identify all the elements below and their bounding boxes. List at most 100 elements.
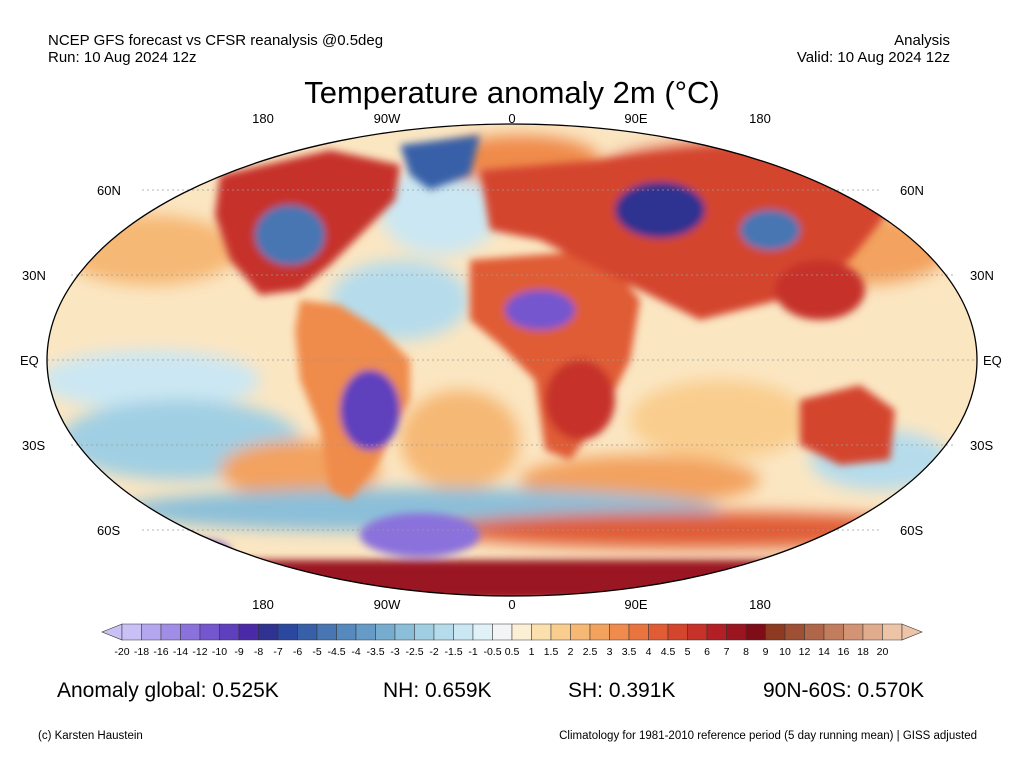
lat-label-left: EQ xyxy=(20,353,39,368)
colorbar-tick-label: 20 xyxy=(876,646,889,658)
colorbar-tick-label: -14 xyxy=(172,646,189,658)
lon-label-bottom: 180 xyxy=(252,597,274,612)
colorbar-swatch xyxy=(628,623,649,641)
africa-north xyxy=(505,290,575,330)
colorbar-tick-label: -2 xyxy=(429,646,439,658)
colorbar-swatch xyxy=(414,623,435,641)
colorbar-swatch xyxy=(648,623,669,641)
colorbar-tick-label: -4.5 xyxy=(327,646,346,658)
climatology-note: Climatology for 1981-2010 reference peri… xyxy=(559,730,977,742)
colorbar-swatch xyxy=(745,623,766,641)
colorbar-swatch xyxy=(258,623,279,641)
south-america-central xyxy=(340,370,400,450)
lat-label-right: 30N xyxy=(970,268,994,283)
colorbar-swatch xyxy=(570,623,591,641)
colorbar-swatch xyxy=(823,623,844,641)
colorbar-swatch xyxy=(784,623,805,641)
lat-label-right: EQ xyxy=(983,353,1002,368)
colorbar-swatch xyxy=(219,623,240,641)
lon-label-top: 180 xyxy=(252,111,274,126)
colorbar-tick-label: 1 xyxy=(528,646,535,658)
colorbar-tick-label: 10 xyxy=(779,646,791,658)
colorbar-tick-label: 0.5 xyxy=(504,646,520,658)
colorbar-swatch xyxy=(336,623,357,641)
colorbar-tick-label: -3.5 xyxy=(366,646,385,658)
colorbar-tick-label: -6 xyxy=(292,646,303,658)
colorbar-tick-label: 3.5 xyxy=(621,646,637,658)
colorbar-swatch xyxy=(180,623,201,641)
colorbar-tick-label: 5 xyxy=(684,646,691,658)
lat-label-right: 60N xyxy=(900,183,924,198)
colorbar-swatch xyxy=(687,623,708,641)
credit: (c) Karsten Haustein xyxy=(38,730,143,742)
colorbar-swatch xyxy=(667,623,688,641)
anomaly-arctic: 90N-60S: 0.570K xyxy=(763,679,925,702)
lat-label-left: 60S xyxy=(97,523,121,538)
colorbar-swatch xyxy=(199,623,220,641)
colorbar-tick-label: 8 xyxy=(743,646,749,658)
lat-label-left: 30S xyxy=(22,438,46,453)
colorbar-swatch xyxy=(511,623,532,641)
colorbar-tick-label: 1.5 xyxy=(543,646,559,658)
colorbar-tick-label: 2.5 xyxy=(582,646,598,658)
colorbar-tick-label: 2 xyxy=(567,646,574,658)
colorbar-swatch xyxy=(472,623,493,641)
lat-label-right: 60S xyxy=(900,523,924,538)
colorbar-tick-label: -20 xyxy=(114,646,130,658)
colorbar-swatch xyxy=(316,623,337,641)
colorbar-tick-label: 16 xyxy=(837,646,850,658)
africa-south xyxy=(545,360,615,440)
colorbar-tick-label: -9 xyxy=(234,646,244,658)
colorbar-tick-label: -2.5 xyxy=(405,646,424,658)
colorbar-tick-label: -0.5 xyxy=(483,646,502,658)
colorbar-swatch xyxy=(765,623,786,641)
colorbar xyxy=(101,623,923,641)
colorbar-swatch xyxy=(297,623,318,641)
north-america-central xyxy=(255,205,325,265)
colorbar-tick-label: -18 xyxy=(133,646,150,658)
colorbar-swatch xyxy=(862,623,883,641)
colorbar-tick-label: 3 xyxy=(606,646,613,658)
lon-label-bottom: 90E xyxy=(624,597,648,612)
lat-label-left: 30N xyxy=(22,268,46,283)
colorbar-tick-label: 4.5 xyxy=(660,646,676,658)
colorbar-swatch xyxy=(394,623,415,641)
colorbar-swatch xyxy=(609,623,630,641)
lon-label-bottom: 0 xyxy=(508,597,516,612)
colorbar-min-arrow xyxy=(101,623,123,641)
colorbar-tick-label: 9 xyxy=(762,646,769,658)
colorbar-tick-label: -1.5 xyxy=(444,646,463,658)
colorbar-tick-label: -16 xyxy=(153,646,169,658)
lon-label-bottom: 90W xyxy=(373,597,401,612)
colorbar-tick-label: -7 xyxy=(273,646,283,658)
colorbar-swatch xyxy=(706,623,727,641)
colorbar-swatch xyxy=(843,623,864,641)
globe-outline xyxy=(46,123,978,597)
colorbar-swatch xyxy=(121,623,142,641)
colorbar-swatch xyxy=(804,623,825,641)
colorbar-swatch xyxy=(355,623,376,641)
east-asia xyxy=(775,260,865,320)
colorbar-tick-label: 12 xyxy=(798,646,811,658)
colorbar-tick-label: -5 xyxy=(312,646,322,658)
colorbar-tick-label: -4 xyxy=(351,646,361,658)
colorbar-tick-label: -8 xyxy=(253,646,264,658)
colorbar-tick-label: -1 xyxy=(468,646,478,658)
colorbar-swatch xyxy=(238,623,259,641)
colorbar-swatch xyxy=(531,623,552,641)
greenland xyxy=(400,135,480,190)
lon-label-bottom: 180 xyxy=(749,597,771,612)
run-description: NCEP GFS forecast vs CFSR reanalysis @0.… xyxy=(48,32,384,49)
colorbar-swatch xyxy=(453,623,474,641)
valid-time: Valid: 10 Aug 2024 12z xyxy=(796,49,950,66)
run-time: Run: 10 Aug 2024 12z xyxy=(48,49,197,66)
anomaly-global: Anomaly global: 0.525K xyxy=(57,679,279,702)
colorbar-swatch xyxy=(492,623,513,641)
colorbar-swatch xyxy=(882,623,903,641)
colorbar-max-arrow xyxy=(901,623,923,641)
lon-label-top: 180 xyxy=(749,111,771,126)
analysis-label: Analysis xyxy=(894,32,950,49)
antarctica-ross xyxy=(170,540,230,560)
colorbar-tick-label: 4 xyxy=(645,646,652,658)
